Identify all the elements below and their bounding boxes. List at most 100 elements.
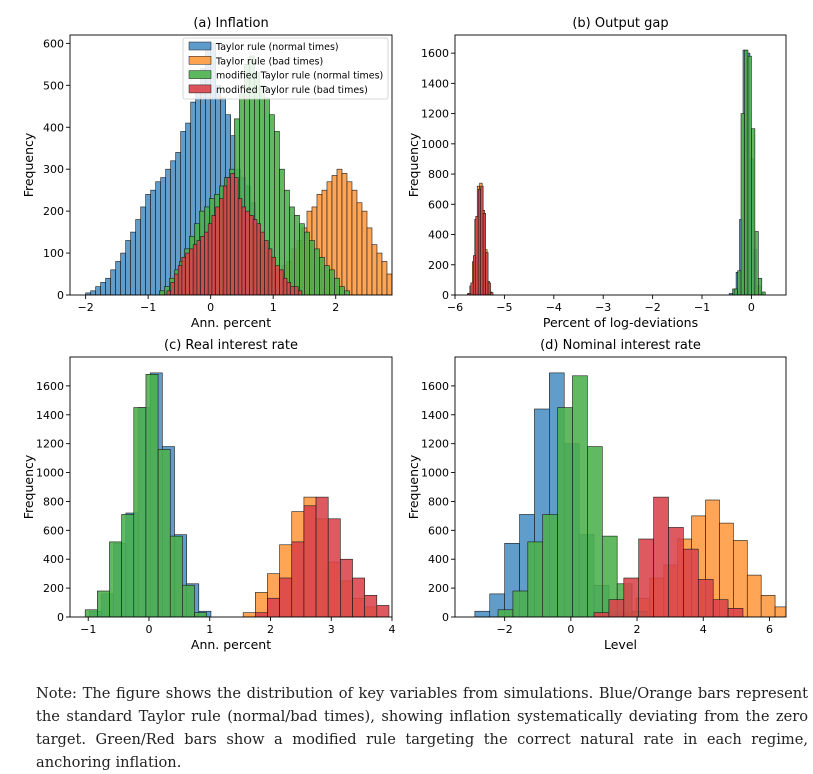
histogram-bar-green [319, 256, 325, 295]
y-tick-label: 1400 [36, 409, 64, 422]
x-tick-label: −1 [80, 623, 96, 636]
histogram-bar-red [181, 256, 186, 295]
histogram-bar-orange [386, 273, 392, 295]
histogram-bar-red [712, 599, 729, 617]
legend-swatch-green [188, 70, 212, 79]
histogram-bar-red [623, 577, 640, 617]
histogram-bar-green [339, 286, 345, 295]
histogram-bar-red [226, 177, 231, 295]
y-tick-label: 0 [57, 611, 64, 624]
legend-swatch-red [188, 84, 212, 94]
bars-group [474, 372, 786, 617]
x-tick-label: 4 [389, 623, 396, 636]
histogram-bar-red [260, 231, 265, 295]
histogram-bar-red [668, 527, 684, 617]
histogram-bar-red [174, 273, 179, 295]
axes-frame [454, 34, 787, 296]
x-tick-label: 2 [267, 623, 274, 636]
x-tick-label: −5 [496, 301, 512, 314]
histogram-bar-orange [376, 252, 383, 295]
y-tick-label: 600 [428, 198, 449, 211]
histogram-bar-green [182, 584, 195, 617]
histogram-bar-green [744, 49, 749, 295]
x-axis-label: Percent of log-deviations [543, 315, 698, 330]
histogram-bar-red [291, 541, 305, 617]
histogram-bar-orange [356, 202, 363, 295]
y-tick-label: 1200 [421, 108, 449, 121]
histogram-bar-orange [336, 168, 343, 295]
histogram-bar-green [497, 609, 514, 617]
histogram-bar-blue [100, 282, 106, 295]
x-tick-label: 1 [270, 301, 277, 314]
y-tick-label: 1400 [421, 409, 449, 422]
x-axis-label: Ann. percent [191, 637, 271, 652]
y-tick-label: 300 [43, 163, 64, 176]
y-tick-label: 600 [43, 524, 64, 537]
bars-group [85, 43, 392, 295]
histogram-bar-red [297, 290, 303, 295]
y-tick-label: 100 [43, 247, 64, 260]
histogram-bar-red [290, 286, 295, 295]
histogram-bar-red [485, 252, 489, 295]
histogram-bar-red [327, 518, 341, 617]
histogram-bar-green [121, 514, 135, 617]
y-axis-label: Frequency [21, 454, 36, 519]
y-tick-label: 400 [43, 121, 64, 134]
y-tick-label: 500 [43, 79, 64, 92]
histogram-bar-green [737, 270, 742, 295]
histogram-bar-green [294, 215, 300, 295]
histogram-bar-red [237, 198, 243, 295]
histogram-bar-green [304, 231, 310, 295]
x-tick-label: −1 [694, 301, 710, 314]
figure-note: Note: The figure shows the distribution … [36, 685, 808, 771]
histogram-bar-blue [125, 240, 131, 295]
legend-entry: modified Taylor rule (bad times) [216, 85, 368, 96]
legend-entry: Taylor rule (bad times) [215, 56, 323, 67]
histogram-bar-blue [155, 181, 161, 295]
histogram-bar-red [241, 206, 246, 295]
histogram-bar-red [286, 282, 292, 295]
histogram-bar-red [170, 282, 175, 295]
bars-group [467, 49, 766, 295]
y-tick-label: 400 [428, 553, 449, 566]
axes-frame [454, 356, 787, 618]
histogram-bar-blue [115, 261, 121, 295]
histogram-bar-red [279, 269, 284, 295]
histogram-bar-red [256, 223, 262, 295]
histogram-bar-green [557, 407, 573, 617]
histogram-bar-red [200, 235, 205, 295]
x-tick-label: 2 [634, 623, 641, 636]
histogram-bar-orange [391, 282, 392, 295]
histogram-bar-red [294, 286, 299, 295]
histogram-bar-red [222, 185, 228, 295]
histogram-bar-blue [120, 252, 126, 295]
legend-swatch-orange [188, 56, 212, 65]
y-tick-label: 800 [43, 495, 64, 508]
x-tick-label: 2 [332, 301, 339, 314]
chart-panel-1: −2 −1 0 1 2 0 100 200 300 400 500 600 (a) Inflation A… [21, 16, 393, 330]
histogram-bar-orange [760, 595, 776, 617]
histogram-bar-blue [105, 277, 111, 295]
histogram-bar-red [340, 558, 353, 617]
histogram-bar-red [608, 599, 625, 617]
y-tick-label: 1000 [421, 467, 449, 480]
x-tick-label: −4 [546, 301, 562, 314]
histogram-bar-red [282, 277, 288, 295]
histogram-bar-orange [361, 210, 368, 295]
x-tick-label: −2 [497, 623, 513, 636]
y-tick-label: 0 [57, 289, 64, 302]
histogram-bar-red [279, 577, 293, 617]
histogram-bar-red [252, 219, 258, 295]
histogram-bar-red [267, 248, 273, 295]
histogram-bar-green [587, 446, 603, 617]
histogram-bar-red [245, 210, 250, 295]
histogram-bar-green [329, 269, 335, 295]
histogram-bar-green [157, 449, 171, 617]
y-tick-label: 200 [428, 582, 449, 595]
y-tick-label: 1000 [36, 467, 64, 480]
histogram-bar-red [189, 248, 194, 295]
histogram-bar-red [638, 538, 654, 617]
histogram-bar-green [572, 375, 588, 617]
histogram-bar-red [211, 215, 216, 295]
histogram-bar-green [527, 541, 544, 617]
